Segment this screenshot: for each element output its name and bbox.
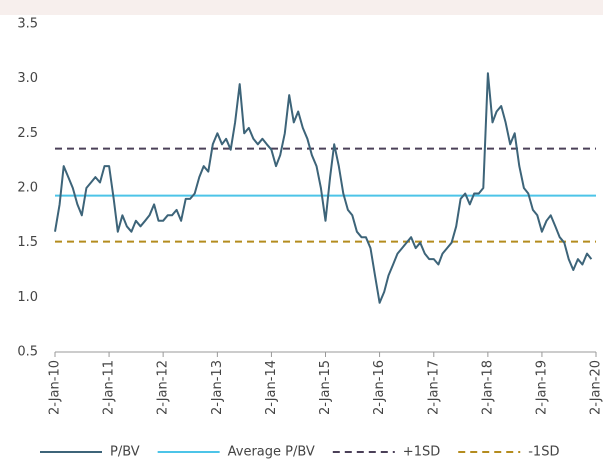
x-tick-label: 2-Jan-18 [480,360,495,415]
y-tick-label: 1.5 [17,235,38,250]
line-series [54,72,593,304]
x-tick-label: 2-Jan-19 [534,360,549,415]
y-tick-label: 3.0 [17,71,38,86]
legend-label: -1SD [528,445,559,460]
header-band [0,0,603,15]
x-tick-label: 2-Jan-10 [48,360,63,415]
x-tick-label: 2-Jan-12 [156,360,171,415]
legend-label: Average P/BV [228,445,315,460]
legend-label: P/BV [110,445,140,460]
y-tick-label: 1.0 [17,290,38,305]
y-tick-label: 2.0 [17,181,38,196]
x-tick-label: 2-Jan-17 [426,360,441,415]
y-tick-label: 2.5 [17,126,38,141]
x-tick-label: 2-Jan-15 [318,360,333,415]
x-tick-label: 2-Jan-11 [102,360,117,415]
x-tick-label: 2-Jan-16 [372,360,387,415]
x-tick-label: 2-Jan-20 [589,360,603,415]
x-tick-label: 2-Jan-14 [264,360,279,415]
y-tick-label: 3.5 [17,17,38,32]
y-tick-label: 0.5 [17,345,38,360]
legend-label: +1SD [403,445,440,460]
x-tick-label: 2-Jan-13 [210,360,225,415]
